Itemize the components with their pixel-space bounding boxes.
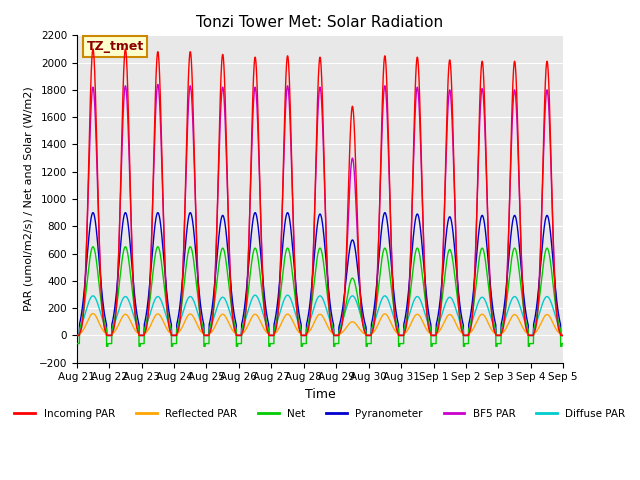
Y-axis label: PAR (umol/m2/s) / Net and Solar (W/m2): PAR (umol/m2/s) / Net and Solar (W/m2) (23, 86, 33, 312)
Title: Tonzi Tower Met: Solar Radiation: Tonzi Tower Met: Solar Radiation (196, 15, 444, 30)
X-axis label: Time: Time (305, 388, 335, 401)
Legend: Incoming PAR, Reflected PAR, Net, Pyranometer, BF5 PAR, Diffuse PAR: Incoming PAR, Reflected PAR, Net, Pyrano… (10, 405, 630, 423)
Text: TZ_tmet: TZ_tmet (86, 40, 144, 53)
